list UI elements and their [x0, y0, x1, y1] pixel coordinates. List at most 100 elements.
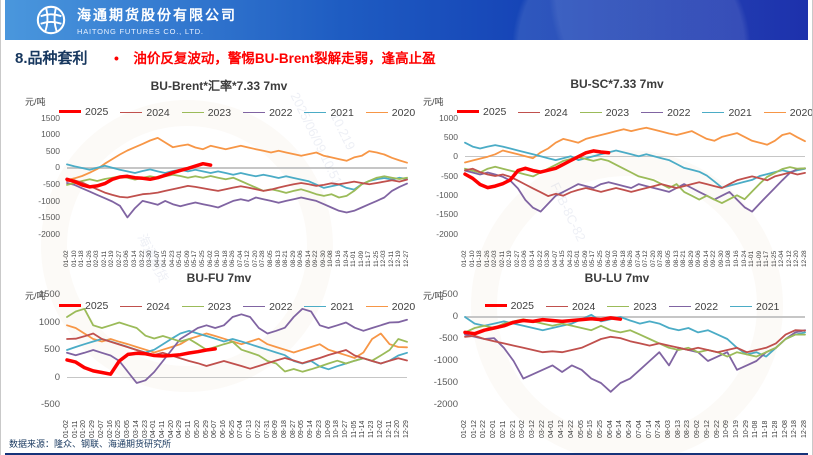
legend-label: 2024: [544, 106, 568, 119]
legend-item-2022: 2022: [243, 301, 292, 313]
x-tick-label: 06-16: [219, 420, 227, 438]
x-tick-label: 05-05: [577, 420, 585, 438]
legend-swatch-2024: [545, 306, 568, 307]
series-line-2020: [66, 324, 408, 359]
company-name-cn: 海通期货股份有限公司: [77, 8, 237, 24]
x-tick-label: 12-27: [403, 250, 410, 267]
x-tick-label: 05-11: [185, 420, 193, 438]
legend-swatch-2022: [243, 112, 266, 113]
legend-swatch-2023: [181, 306, 204, 307]
x-tick-label: 12-28: [801, 420, 808, 438]
x-tick-label: 03-14: [132, 420, 140, 438]
legend-label: 2025: [85, 105, 109, 118]
legend-swatch-2024: [120, 306, 143, 307]
x-tick-label: 07-22: [254, 420, 262, 438]
chart-title: BU-Brent*汇率*7.33 7mv: [150, 79, 288, 93]
legend-item-2025: 2025: [59, 106, 108, 118]
x-tick-label: 06-04: [606, 420, 614, 438]
x-tick-label: 08-13: [674, 420, 682, 438]
legend-label: 2023: [207, 300, 232, 313]
series-line-2024: [464, 329, 806, 354]
y-axis-unit: 元/吨: [25, 291, 46, 301]
legend-item-2023: 2023: [181, 300, 232, 313]
y-tick-label: 1000: [439, 112, 458, 123]
series-line-2021: [464, 141, 806, 189]
data-source: 数据来源：隆众、钢联、海通期货研究所: [9, 439, 172, 449]
legend-item-2024: 2024: [120, 107, 170, 119]
zero-gridline: [67, 167, 407, 169]
legend-item-2024: 2024: [120, 301, 170, 313]
y-tick-label: -1000: [38, 195, 60, 206]
legend-item-2025: 2025: [59, 300, 108, 312]
y-tick-label: 500: [44, 344, 60, 356]
x-tick-label: 07-24: [655, 420, 663, 438]
y-tick-label: 1500: [41, 112, 60, 123]
x-tick-label: 01-12: [470, 420, 478, 438]
x-tick-label: 08-18: [280, 420, 288, 438]
y-tick-label: 500: [442, 289, 458, 301]
x-tick-label: 12-08: [781, 420, 789, 438]
legend-label: 2020: [391, 106, 416, 119]
x-tick-label: 09-22: [713, 420, 721, 438]
legend-swatch-2021: [304, 306, 327, 307]
x-tick-label: 08-09: [272, 420, 280, 438]
legend-label: 2020: [789, 106, 813, 119]
y-tick-label: -2000: [433, 399, 458, 411]
chart-legend: 2025 2024 2023 2022 2021: [451, 294, 812, 313]
x-tick-label: 10-29: [742, 420, 750, 438]
x-tick-label: 10-27: [342, 420, 349, 438]
bottom-rule: [5, 453, 808, 455]
y-tick-label: -500: [440, 170, 458, 181]
y-axis-unit: 元/吨: [25, 97, 46, 107]
y-tick-label: 1000: [38, 316, 60, 328]
haitong-logo-icon: [36, 5, 66, 35]
legend-label: 2021: [756, 300, 780, 313]
zero-gridline: [465, 155, 805, 158]
legend-item-2024: 2024: [518, 106, 568, 119]
x-tick-label: 12-29: [403, 420, 410, 438]
legend-label: 2022: [694, 300, 719, 313]
plot-area: [65, 137, 408, 219]
legend-label: 2021: [330, 106, 354, 119]
legend-item-2025: 2025: [484, 300, 534, 312]
chart-legend: 2025 2024 2023 2022 2021 2020: [53, 100, 415, 119]
y-tick-label: 500: [45, 145, 60, 156]
y-axis-unit: 元/吨: [423, 291, 444, 301]
plot-area: [463, 313, 806, 393]
legend-swatch-2024: [518, 112, 541, 113]
chart-bu-lu: BU-LU 7mv 元/吨 2025 2024 2023 2022 2021 500 0 -…: [421, 270, 812, 455]
x-tick-label: 12-18: [791, 420, 799, 438]
legend-item-2020: 2020: [365, 106, 416, 119]
plot-area: [65, 307, 408, 384]
x-tick-label: 08-03: [665, 420, 672, 438]
x-tick-label: 03-22: [538, 420, 546, 438]
y-tick-label: -500: [42, 179, 60, 189]
y-tick-label: -1000: [433, 355, 458, 367]
y-tick-label: 0: [54, 371, 60, 383]
x-tick-label: 02-01: [490, 420, 498, 438]
x-tick-label: 03-12: [529, 420, 536, 438]
legend-swatch-2025: [59, 110, 81, 113]
x-tick-label: 01-29: [89, 420, 97, 438]
y-tick-label: -1500: [436, 209, 458, 220]
x-tick-label: 11-28: [771, 420, 779, 438]
legend-item-2023: 2023: [181, 107, 231, 119]
x-tick-label: 09-23: [315, 420, 323, 438]
x-tick-label: 01-22: [480, 420, 488, 438]
series-line-2025: [463, 149, 611, 190]
x-tick-label: 03-02: [519, 420, 527, 438]
legend-swatch-2023: [579, 112, 602, 113]
legend-swatch-2022: [668, 306, 691, 307]
series-line-2025: [463, 316, 623, 336]
x-tick-label: 10-18: [333, 420, 341, 438]
x-tick-label: 02-07: [97, 420, 105, 438]
legend-item-2021: 2021: [304, 106, 354, 119]
legend-label: 2022: [269, 106, 293, 119]
x-tick-label: 05-15: [587, 420, 595, 438]
series-line-2022: [66, 307, 408, 384]
series-line-2021: [66, 163, 408, 191]
y-tick-label: 1500: [38, 289, 60, 301]
y-tick-label: -1000: [436, 190, 458, 201]
x-tick-label: 09-02: [694, 420, 702, 438]
